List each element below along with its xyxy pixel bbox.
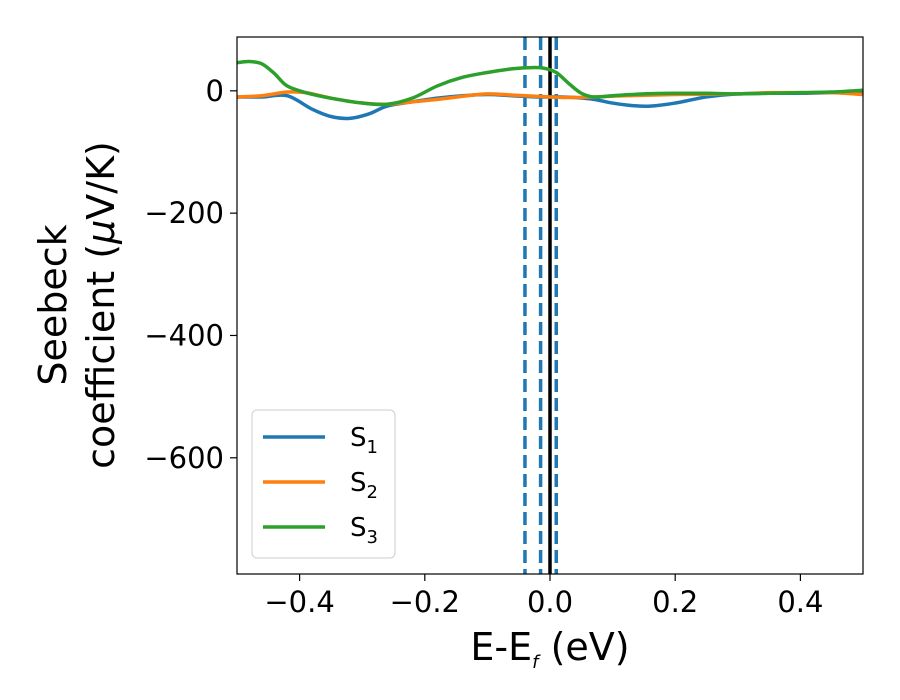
x-axis-ticks: −0.4 −0.2 0.0 0.2 0.4 <box>264 574 823 619</box>
x-axis-title: E-Ef (eV) <box>470 625 629 673</box>
legend-label-s2: S2 <box>350 468 378 503</box>
y-axis-title-suffix: V/K) <box>79 141 123 220</box>
x-tick-label: 0.2 <box>652 585 698 619</box>
x-tick-label: 0.4 <box>777 585 823 619</box>
y-axis-title-mu: μ <box>79 220 123 245</box>
y-tick-label: −400 <box>144 318 224 352</box>
reference-lines <box>523 37 559 574</box>
x-axis-title-subscript: f <box>532 652 541 673</box>
x-tick-label: −0.2 <box>390 585 460 619</box>
y-axis-ticks: 0 −200 −400 −600 <box>144 74 237 475</box>
y-axis-title: Seebeck coefficient (μV/K) <box>31 141 123 469</box>
series-line-s3 <box>237 59 863 107</box>
x-tick-label: 0.0 <box>527 585 573 619</box>
y-axis-title-line1: Seebeck <box>31 224 75 385</box>
y-tick-label: 0 <box>206 74 224 108</box>
x-axis-title-main: E-E <box>470 625 532 669</box>
y-axis-title-prefix: coefficient ( <box>79 244 123 469</box>
legend: S1 S2 S3 <box>251 409 396 559</box>
y-axis-title-line2: coefficient (μV/K) <box>79 141 123 469</box>
legend-box <box>251 409 396 559</box>
y-tick-label: −200 <box>144 196 224 230</box>
x-axis-title-unit: (eV) <box>538 625 629 669</box>
legend-label-s3: S3 <box>350 513 378 548</box>
y-tick-label: −600 <box>144 441 224 475</box>
series-group <box>237 59 863 121</box>
legend-label-s1: S1 <box>350 423 378 458</box>
x-tick-label: −0.4 <box>264 585 334 619</box>
